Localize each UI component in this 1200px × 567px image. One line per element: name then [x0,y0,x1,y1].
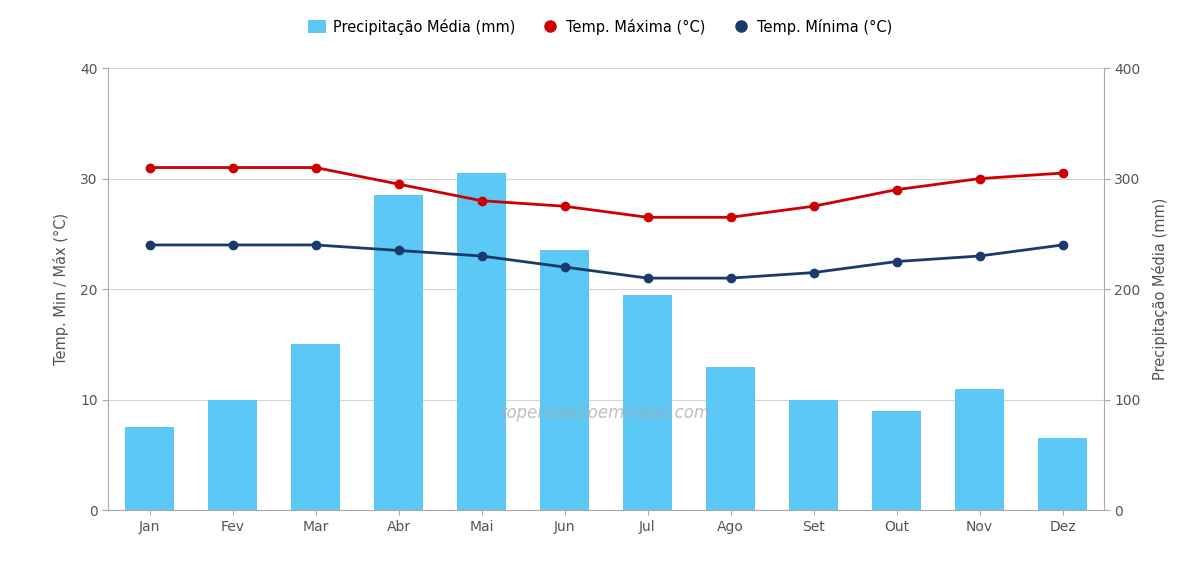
Bar [955,389,1004,510]
Y-axis label: Precipitação Média (mm): Precipitação Média (mm) [1152,198,1168,380]
Bar [540,251,589,510]
Bar [871,411,922,510]
Bar [706,367,756,510]
Bar [125,428,174,510]
Legend: Precipitação Média (mm), Temp. Máxima (°C), Temp. Mínima (°C): Precipitação Média (mm), Temp. Máxima (°… [302,13,898,41]
Bar [208,400,257,510]
Bar [290,345,341,510]
Y-axis label: Temp. Min / Máx (°C): Temp. Min / Máx (°C) [53,213,68,365]
Bar [788,400,839,510]
Bar [373,195,424,510]
Bar [623,295,672,510]
Bar [1038,438,1087,510]
Text: topensandoemviajar.com: topensandoemviajar.com [500,404,712,422]
Bar [457,173,506,510]
